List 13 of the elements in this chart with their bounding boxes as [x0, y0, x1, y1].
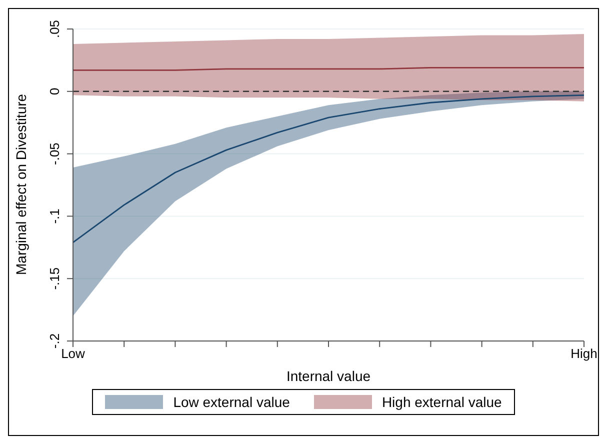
legend-label: High external value [382, 394, 502, 410]
y-tick-label: -.2 [47, 333, 62, 349]
y-tick-label: .05 [47, 20, 62, 38]
x-axis-title: Internal value [286, 368, 371, 384]
y-tick-label: 0 [47, 88, 62, 96]
x-tick-label: High [570, 346, 598, 362]
y-axis-title: Marginal effect on Divestiture [12, 94, 29, 275]
y-tick-label: -.1 [47, 208, 62, 224]
legend-label: Low external value [173, 394, 290, 410]
line-series [72, 94, 585, 244]
y-tick-label: -.05 [47, 142, 62, 166]
x-tick-label: Low [61, 346, 86, 362]
y-tick-label: -.15 [47, 267, 62, 290]
